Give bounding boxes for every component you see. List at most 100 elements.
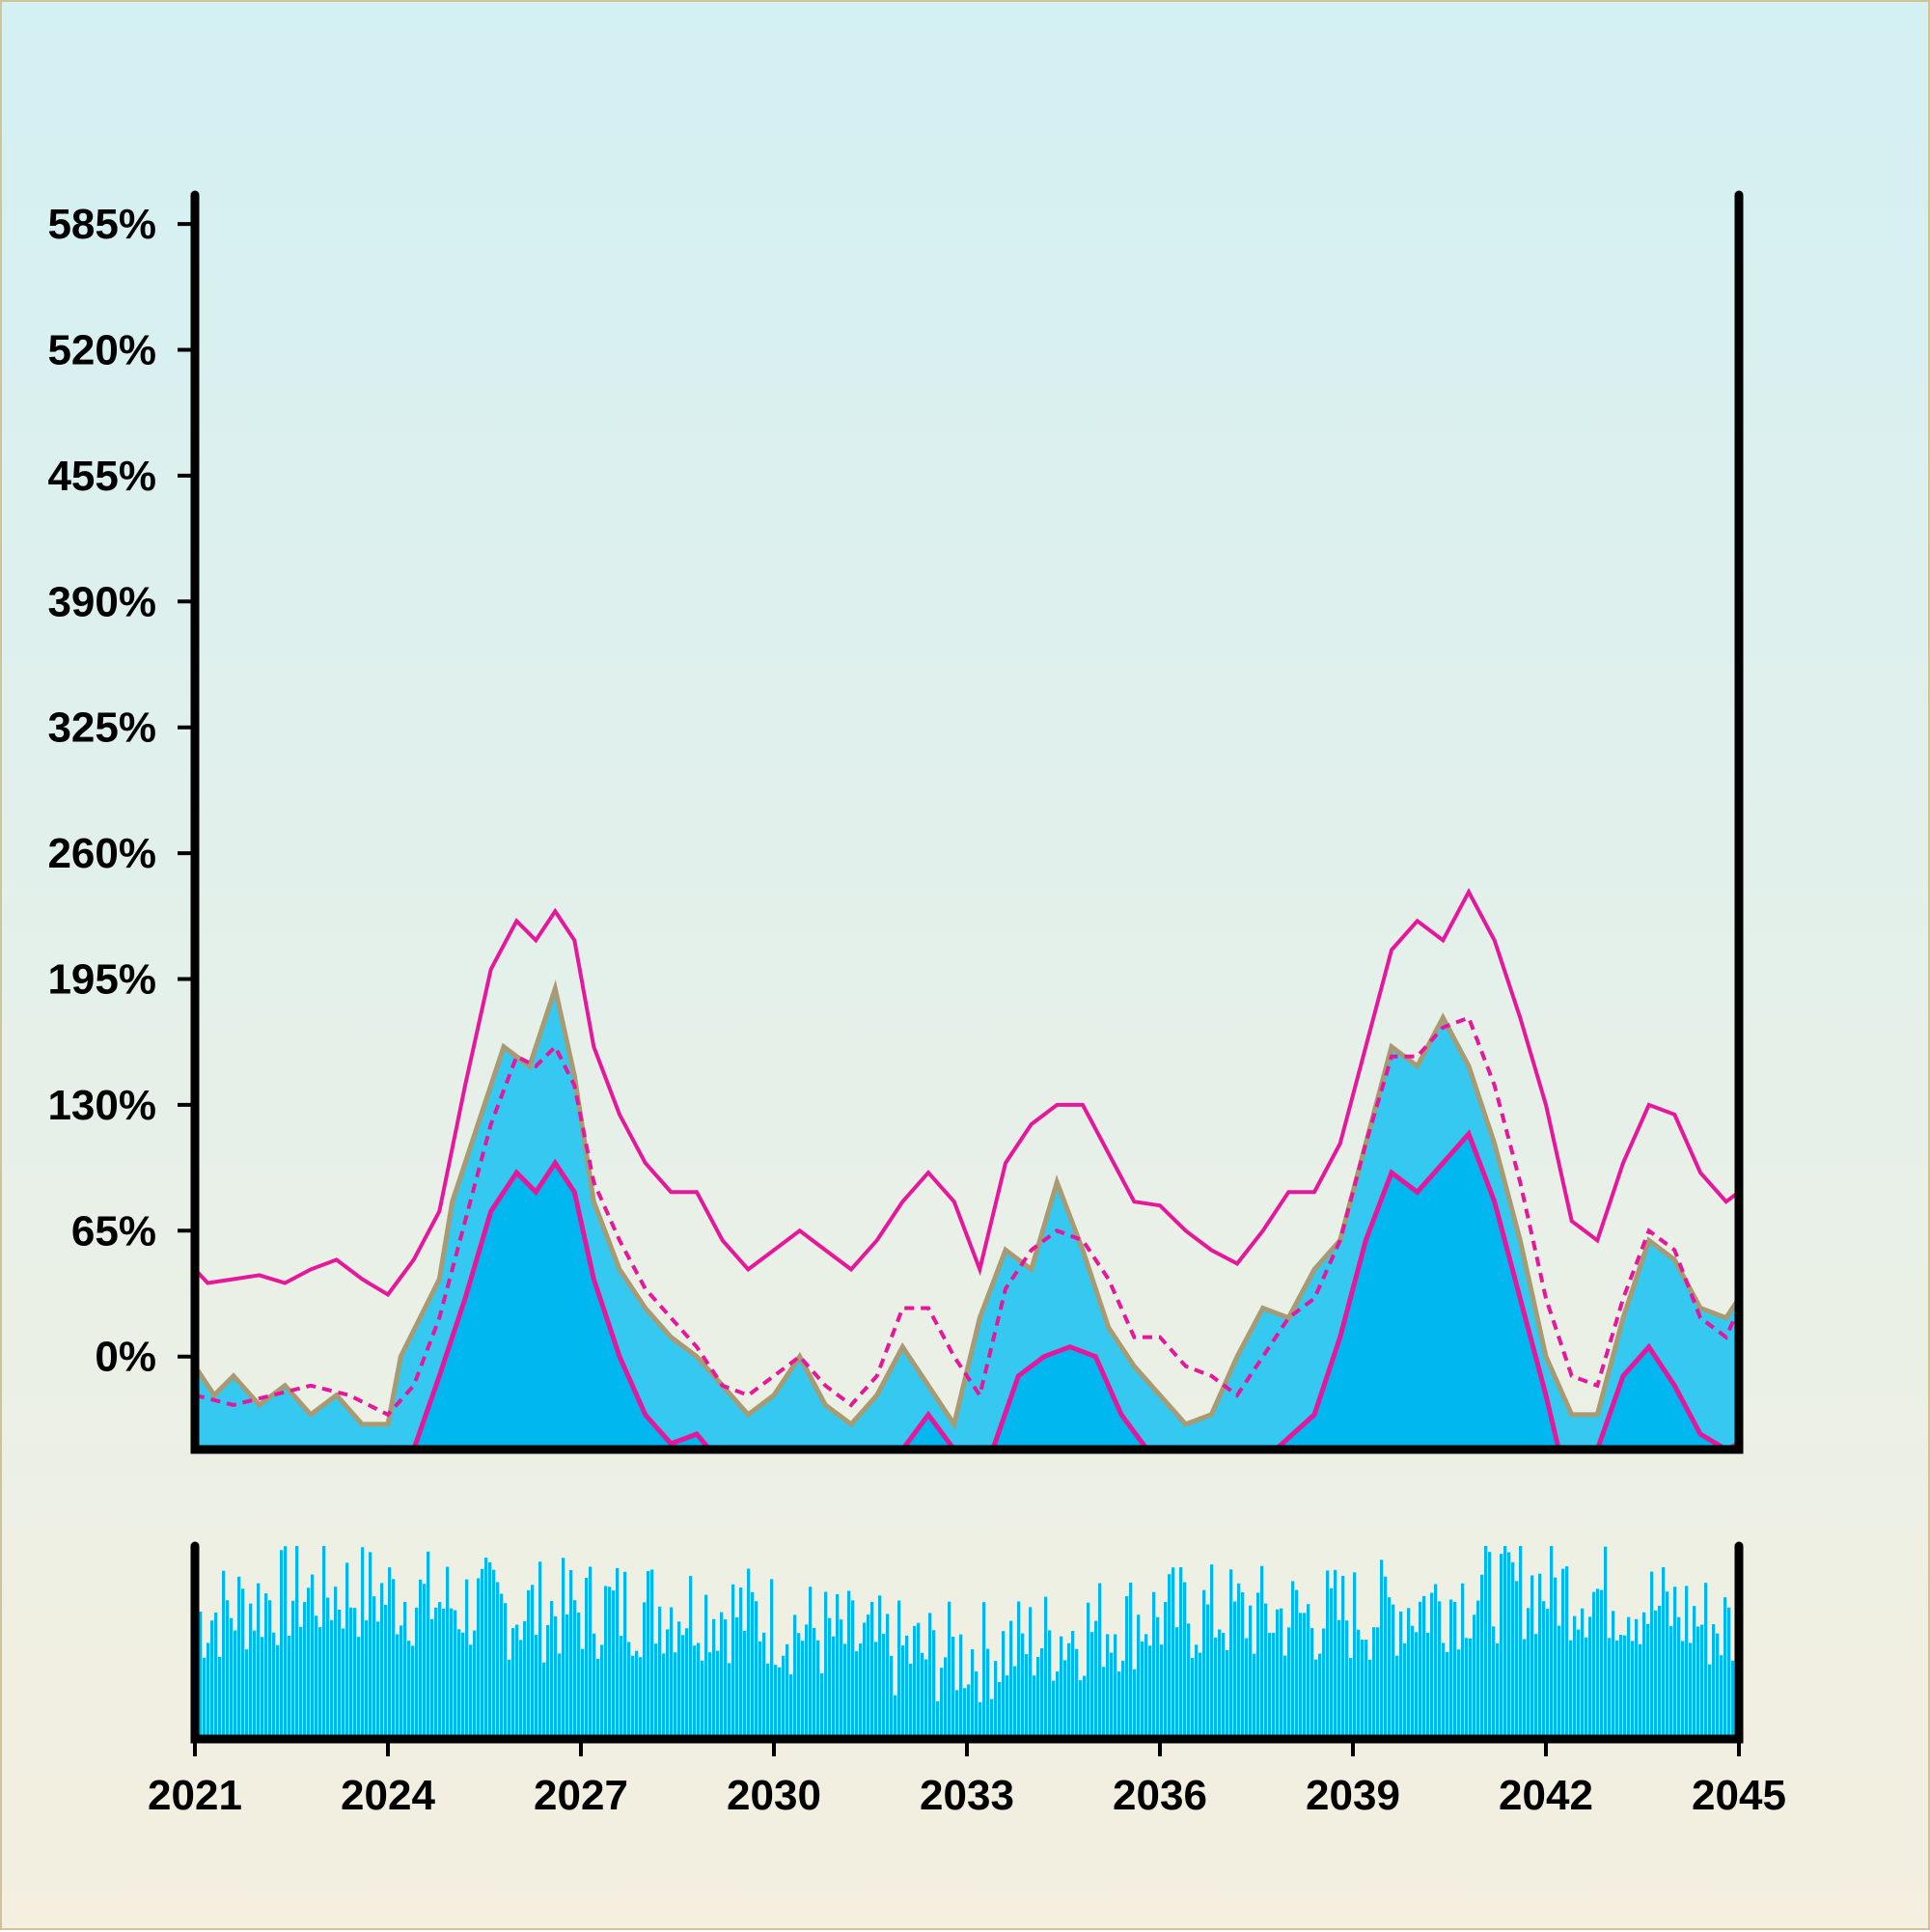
volume-bar [1666,1591,1669,1739]
volume-bar [1280,1608,1283,1739]
volume-bar [1415,1632,1419,1739]
x-tick-label: 2042 [1499,1772,1593,1819]
volume-bar [1623,1635,1627,1739]
volume-bar [1592,1591,1596,1739]
volume-bar [863,1622,867,1739]
volume-bar [774,1665,778,1739]
volume-bar [1712,1624,1716,1739]
volume-bar [1480,1574,1484,1739]
volume-bar [1496,1642,1500,1739]
volume-bar [1612,1611,1615,1739]
volume-bar [1696,1626,1700,1739]
upper-band-line [195,887,1739,1298]
volume-bar [218,1656,222,1739]
volume-bar [600,1644,604,1739]
volume-bar [1407,1608,1411,1739]
volume-bar [1334,1569,1337,1739]
volume-bar [1322,1628,1326,1739]
volume-bar [1384,1576,1388,1739]
volume-bar [562,1558,565,1739]
volume-bar [1299,1613,1303,1739]
x-tick-label: 2030 [727,1772,821,1819]
volume-bar [616,1567,620,1739]
volume-bar [1310,1628,1314,1739]
volume-bar [1121,1660,1125,1739]
y-tick-label: 260% [47,830,156,877]
volume-bar [442,1608,446,1739]
volume-bar [1002,1631,1006,1739]
volume-bar [755,1601,758,1739]
volume-bar [1187,1623,1191,1739]
volume-bar [890,1655,894,1739]
volume-bar [1596,1588,1600,1739]
volume-bar [1256,1592,1260,1739]
volume-bar [720,1612,724,1739]
volume-bar [1063,1660,1067,1739]
volume-bar [272,1632,276,1739]
volume-bar [411,1645,415,1739]
volume-bar [689,1576,693,1739]
y-axis-ticks: 0% 65% 130% 195% 260% 325% 390% 455% 520% 585% [47,201,195,1381]
volume-bar [546,1624,550,1739]
lower-band-line [411,1129,1739,1449]
volume-bar [828,1617,832,1739]
volume-bar [704,1594,708,1739]
volume-bar [1199,1652,1202,1739]
volume-bar [1260,1565,1264,1739]
volume-bar [1465,1638,1469,1739]
volume-bar [365,1620,369,1739]
volume-bar [1469,1638,1473,1739]
volume-bar [1156,1616,1160,1739]
volume-bar [851,1600,855,1739]
volume-bar [1507,1552,1511,1739]
volume-bar [1009,1620,1013,1739]
volume-bar [1446,1651,1449,1739]
volume-bar [1585,1637,1588,1739]
volume-bar [1272,1632,1276,1739]
volume-bar [1438,1601,1442,1739]
volume-bar [1353,1572,1357,1739]
volume-bar [245,1649,249,1739]
volume-bar [967,1684,971,1739]
volume-bar [569,1569,573,1739]
volume-bar [1206,1604,1210,1739]
volume-bar [1604,1546,1608,1739]
volume-bar [1021,1633,1025,1739]
volume-bar [369,1552,372,1739]
x-tick-label: 2039 [1306,1772,1400,1819]
volume-bar [662,1653,666,1739]
volume-bar [396,1634,400,1739]
volume-bar [1006,1675,1009,1739]
volume-bar [1650,1571,1654,1739]
volume-bar [1025,1654,1029,1739]
main-plot [195,887,1739,1449]
volume-bar [951,1637,955,1739]
volume-bar [1148,1645,1152,1739]
volume-bar [1283,1655,1287,1739]
volume-bar [728,1663,731,1739]
volume-bar [1175,1627,1179,1739]
volume-bar [608,1587,612,1739]
volume-bar [1654,1610,1658,1739]
volume-bar [1249,1605,1253,1739]
volume-bar [1210,1564,1214,1739]
volume-bar [1172,1567,1175,1739]
volume-bar [1168,1574,1172,1739]
volume-bar [1307,1604,1310,1739]
volume-bar [1013,1666,1017,1739]
volume-bar [322,1546,326,1739]
x-tick-label: 2021 [148,1772,242,1819]
volume-bar [797,1633,801,1739]
volume-bar [1600,1589,1604,1739]
volume-bar [1361,1640,1365,1739]
volume-bar [766,1663,770,1739]
volume-bar [268,1600,272,1739]
volume-bar [1646,1623,1650,1739]
volume-bar [670,1607,674,1739]
volume-bar [1561,1568,1565,1739]
volume-bar [1704,1583,1708,1739]
volume-bar [1554,1577,1558,1739]
volume-bar [681,1635,685,1739]
volume-bar [1419,1601,1422,1739]
